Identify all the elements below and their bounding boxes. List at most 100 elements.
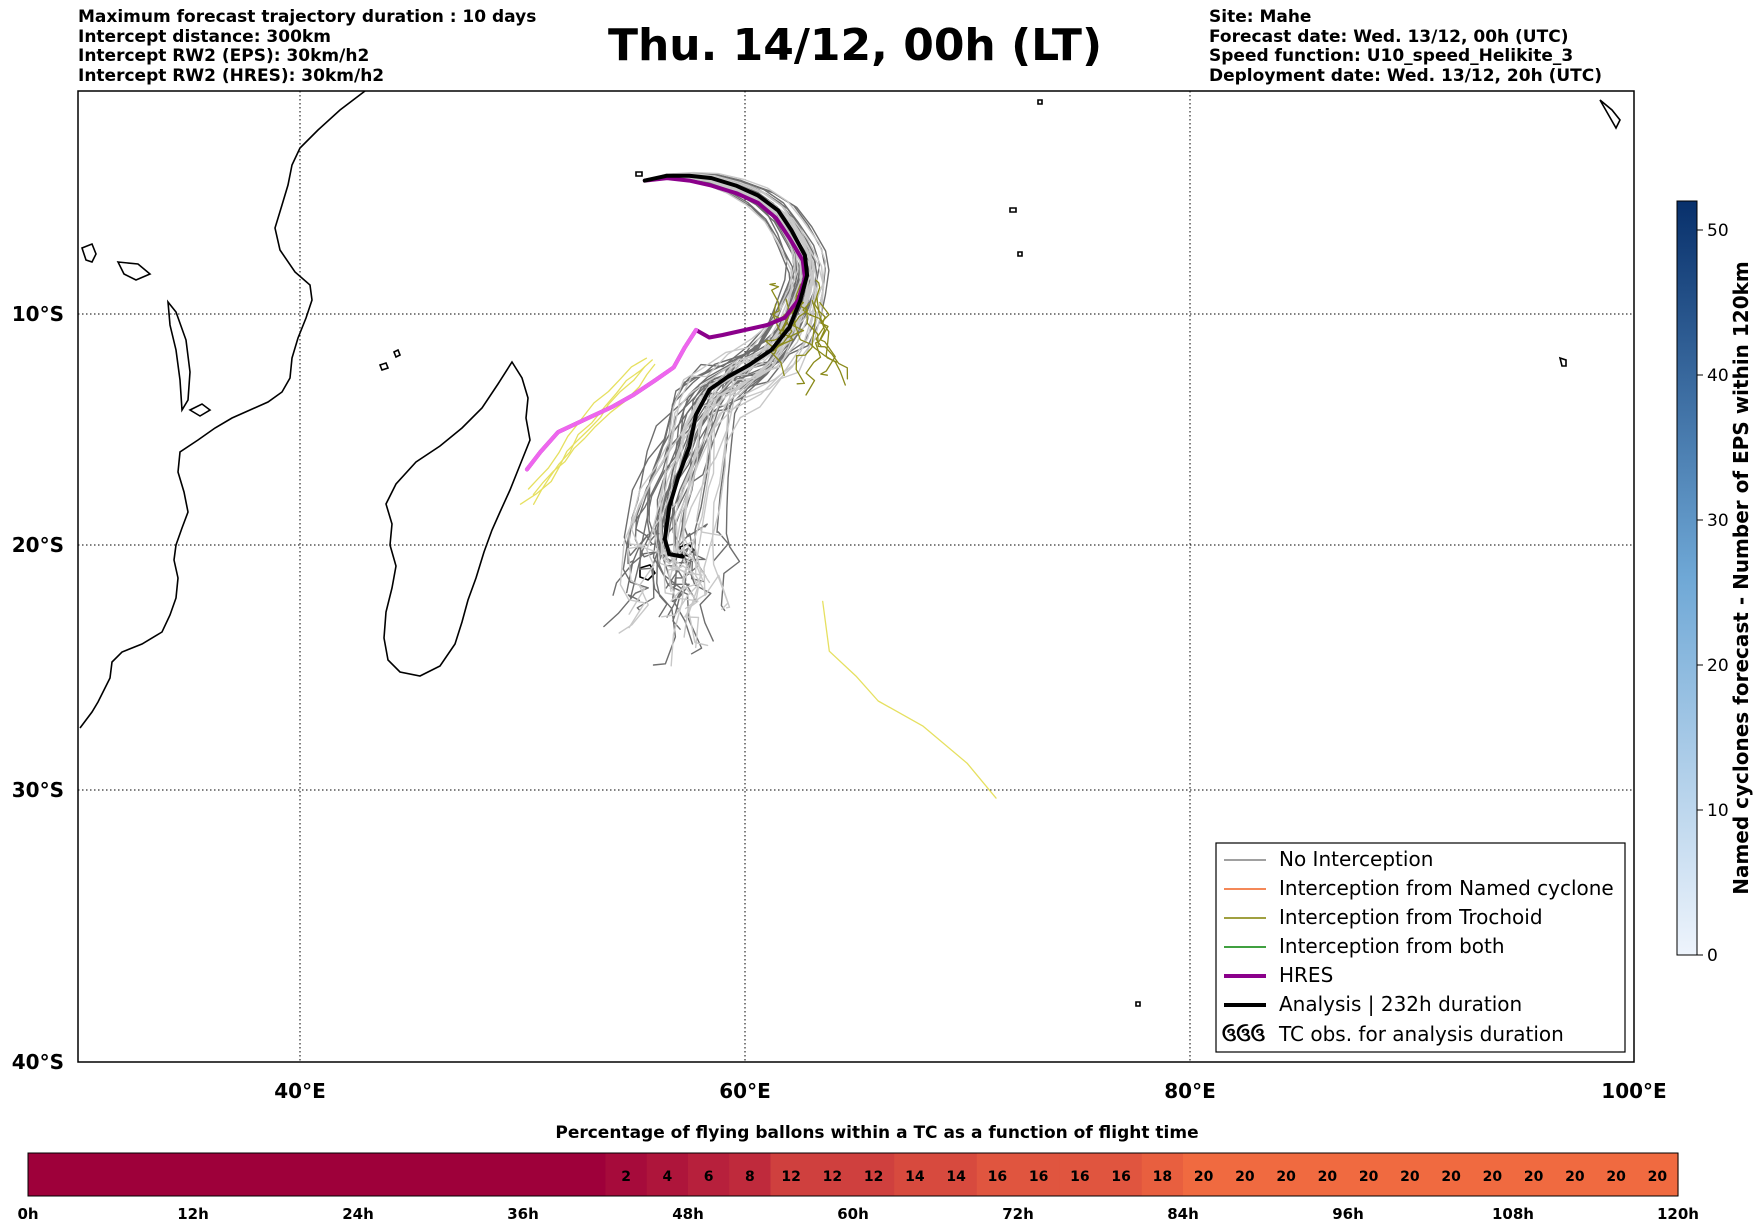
flight-time-cell bbox=[646, 1153, 689, 1196]
flight-time-cell bbox=[523, 1153, 565, 1196]
eps-colorbar-tick-label: 30 bbox=[1707, 511, 1729, 531]
ensemble-track-no-interception bbox=[646, 171, 827, 537]
flight-time-cell bbox=[729, 1153, 772, 1196]
flight-time-cell-label: 20 bbox=[1194, 1169, 1214, 1185]
flight-time-cell-label: 20 bbox=[1276, 1169, 1296, 1185]
flight-time-cell bbox=[1389, 1153, 1432, 1196]
eps-colorbar-ticks: 0 10 20 30 40 50 bbox=[1697, 221, 1729, 966]
flight-time-cell bbox=[1348, 1153, 1390, 1196]
islet-c bbox=[1558, 356, 1567, 367]
flight-time-cell-label: 20 bbox=[1483, 1169, 1503, 1185]
legend-label-named-cyclone: Interception from Named cyclone bbox=[1279, 876, 1614, 900]
forecast-date: Forecast date: Wed. 13/12, 00h (UTC) bbox=[1209, 26, 1569, 47]
flight-time-bar: 2 4 6 8 12 12 12 14 14 16 16 16 16 18 20 20 20 20 20 20 20 20… bbox=[28, 1153, 1679, 1196]
flight-time-tick-label: 72h bbox=[1002, 1205, 1034, 1223]
islet-f bbox=[1037, 99, 1043, 105]
eps-colorbar-label: Named cyclones forecast - Number of EPS … bbox=[1729, 261, 1753, 895]
y-tick-10s: 10°S bbox=[12, 302, 64, 326]
flight-time-cell-label: 12 bbox=[781, 1169, 800, 1185]
flight-time-cell bbox=[234, 1153, 277, 1196]
flight-time-cell-label: 20 bbox=[1648, 1169, 1668, 1185]
reunion bbox=[639, 564, 657, 581]
x-tick-60e: 60°E bbox=[719, 1079, 771, 1103]
flight-time-cell bbox=[1554, 1153, 1597, 1196]
flight-time-cell bbox=[770, 1153, 813, 1196]
africa-coastline bbox=[79, 91, 366, 729]
ensemble-track-late-interception bbox=[532, 359, 653, 505]
flight-time-cell-label: 16 bbox=[988, 1169, 1007, 1185]
flight-time-cell bbox=[976, 1153, 1019, 1196]
flight-time-tick-label: 108h bbox=[1492, 1205, 1534, 1223]
ensemble-track-trochoid bbox=[813, 279, 826, 348]
eps-colorbar-ramp bbox=[1676, 200, 1698, 956]
flight-time-cell bbox=[811, 1153, 854, 1196]
flight-time-cell bbox=[1265, 1153, 1308, 1196]
speed-function: Speed function: U10_speed_Helikite_3 bbox=[1209, 46, 1574, 66]
flight-time-cell-label: 20 bbox=[1359, 1169, 1379, 1185]
run-parameters: Maximum forecast trajectory duration : 1… bbox=[78, 7, 537, 86]
param-trajectory-duration: Maximum forecast trajectory duration : 1… bbox=[78, 7, 537, 27]
eps-colorbar-tick-label: 10 bbox=[1707, 801, 1729, 821]
param-intercept-eps: Intercept RW2 (EPS): 30km/h2 bbox=[78, 46, 370, 66]
islet-e bbox=[1599, 99, 1621, 130]
flight-time-cell bbox=[1636, 1153, 1679, 1196]
flight-time-cell-label: 20 bbox=[1235, 1169, 1255, 1185]
x-tick-100e: 100°E bbox=[1601, 1079, 1666, 1103]
flight-time-cell-label: 20 bbox=[1606, 1169, 1626, 1185]
ensemble-track-no-interception bbox=[619, 176, 792, 629]
eps-colorbar-tick-label: 20 bbox=[1707, 656, 1729, 676]
flight-time-axis: 0h 12h 24h 36h 48h 60h 72h 84h 96h 108h 120h bbox=[17, 1205, 1699, 1223]
eps-colorbar-tick-label: 40 bbox=[1707, 366, 1729, 386]
flight-time-cell bbox=[1100, 1153, 1143, 1196]
flight-time-cell-label: 20 bbox=[1441, 1169, 1461, 1185]
flight-time-cell bbox=[564, 1153, 607, 1196]
flight-time-cell bbox=[151, 1153, 194, 1196]
flight-time-cell-label: 8 bbox=[745, 1169, 755, 1185]
flight-time-tick-label: 24h bbox=[342, 1205, 374, 1223]
ensemble-track-trochoid bbox=[769, 303, 793, 377]
flight-time-cell-label: 18 bbox=[1153, 1169, 1172, 1185]
flight-time-cell-label: 4 bbox=[663, 1169, 673, 1185]
chart-title: Thu. 14/12, 00h (LT) bbox=[607, 20, 1103, 71]
lake-victoria bbox=[81, 242, 97, 263]
deterministic-tracks bbox=[525, 173, 810, 559]
flight-time-cell-label: 14 bbox=[946, 1169, 966, 1185]
flight-time-tick-label: 60h bbox=[837, 1205, 869, 1223]
ensemble-track-no-interception bbox=[646, 173, 826, 562]
flight-time-cell bbox=[1183, 1153, 1225, 1196]
flight-time-bar-title: Percentage of flying ballons within a TC… bbox=[555, 1123, 1198, 1143]
hres-track-late bbox=[525, 328, 698, 472]
flight-time-cell-label: 16 bbox=[1111, 1169, 1130, 1185]
flight-time-cell bbox=[440, 1153, 483, 1196]
flight-time-tick-label: 12h bbox=[177, 1205, 209, 1223]
flight-time-tick-label: 96h bbox=[1332, 1205, 1364, 1223]
flight-time-cell bbox=[688, 1153, 730, 1196]
flight-time-cell bbox=[28, 1153, 70, 1196]
legend-label-analysis: Analysis | 232h duration bbox=[1279, 992, 1522, 1016]
flight-time-cell bbox=[69, 1153, 112, 1196]
flight-time-tick-label: 84h bbox=[1167, 1205, 1199, 1223]
flight-time-cell-label: 6 bbox=[704, 1169, 714, 1185]
islet-b bbox=[1017, 251, 1023, 257]
flight-time-cell bbox=[853, 1153, 895, 1196]
flight-time-cell-label: 12 bbox=[823, 1169, 842, 1185]
ensemble-track-no-interception bbox=[646, 173, 811, 618]
ensemble-track-late-interception bbox=[519, 365, 646, 505]
flight-time-cell bbox=[481, 1153, 524, 1196]
flight-time-tick-label: 120h bbox=[1657, 1205, 1699, 1223]
param-intercept-hres: Intercept RW2 (HRES): 30km/h2 bbox=[78, 65, 385, 86]
flight-time-cell-label: 20 bbox=[1318, 1169, 1338, 1185]
ensemble-track-outlier bbox=[822, 600, 997, 799]
ensemble-track-no-interception bbox=[646, 176, 816, 649]
madagascar-coastline bbox=[383, 360, 531, 677]
flight-time-cell bbox=[1595, 1153, 1638, 1196]
eps-colorbar-tick-label: 50 bbox=[1707, 221, 1729, 241]
x-tick-40e: 40°E bbox=[274, 1079, 326, 1103]
flight-time-bar-frame bbox=[27, 1152, 1679, 1197]
deployment-date: Deployment date: Wed. 13/12, 20h (UTC) bbox=[1209, 65, 1603, 86]
flight-time-cell bbox=[1306, 1153, 1349, 1196]
flight-time-cell bbox=[358, 1153, 400, 1196]
flight-time-cell bbox=[1430, 1153, 1473, 1196]
seychelles-a bbox=[635, 171, 643, 177]
legend-label-tc-obs: TC obs. for analysis duration bbox=[1278, 1022, 1564, 1046]
